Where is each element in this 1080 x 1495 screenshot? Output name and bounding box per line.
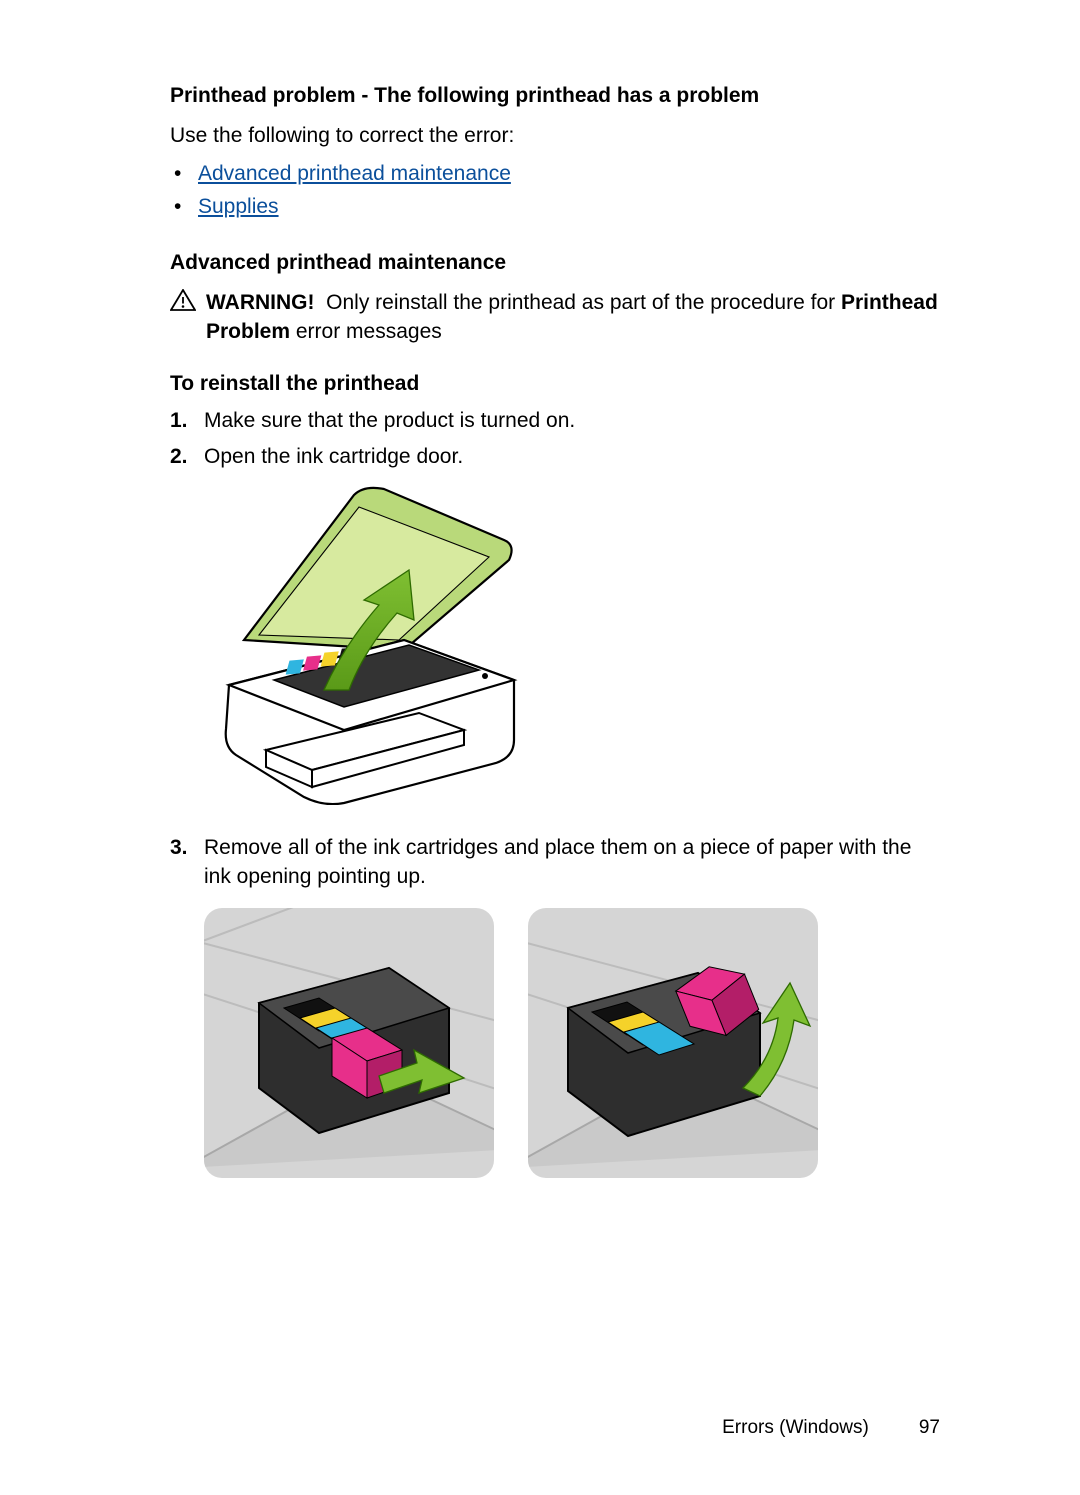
steps-list-cont: 3. Remove all of the ink cartridges and … [170, 833, 940, 892]
warning-block: WARNING! Only reinstall the printhead as… [170, 289, 940, 346]
step-number: 1. [170, 406, 204, 435]
step-number: 2. [170, 442, 204, 471]
figure-row [204, 908, 940, 1178]
step-text: Make sure that the product is turned on. [204, 406, 940, 435]
bullet-item: Advanced printhead maintenance [198, 158, 940, 191]
intro-text: Use the following to correct the error: [170, 122, 940, 150]
step-text: Remove all of the ink cartridges and pla… [204, 833, 940, 892]
subsection-heading: Advanced printhead maintenance [170, 251, 940, 275]
figure-printer-open-lid [204, 485, 534, 805]
step-text: Open the ink cartridge door. [204, 442, 940, 471]
footer-section: Errors (Windows) [722, 1417, 869, 1439]
step-item: 1. Make sure that the product is turned … [170, 406, 940, 435]
warning-text-part1: Only reinstall the printhead as part of … [326, 291, 841, 314]
figure-cartridge-insert [204, 908, 494, 1178]
link-supplies[interactable]: Supplies [198, 195, 279, 218]
bullet-list: Advanced printhead maintenance Supplies [170, 158, 940, 223]
figure-cartridge-remove [528, 908, 818, 1178]
steps-list: 1. Make sure that the product is turned … [170, 406, 940, 471]
section-heading: Printhead problem - The following printh… [170, 84, 940, 108]
footer-page-number: 97 [919, 1417, 940, 1439]
warning-text: WARNING! Only reinstall the printhead as… [206, 289, 940, 346]
step-item: 2. Open the ink cartridge door. [170, 442, 940, 471]
page-footer: Errors (Windows) 97 [722, 1417, 940, 1439]
procedure-heading: To reinstall the printhead [170, 372, 940, 396]
link-advanced-printhead-maintenance[interactable]: Advanced printhead maintenance [198, 162, 511, 185]
warning-icon [170, 289, 196, 311]
warning-text-part2: error messages [290, 320, 442, 343]
bullet-item: Supplies [198, 191, 940, 224]
step-item: 3. Remove all of the ink cartridges and … [170, 833, 940, 892]
warning-label: WARNING! [206, 291, 315, 314]
step-number: 3. [170, 833, 204, 892]
